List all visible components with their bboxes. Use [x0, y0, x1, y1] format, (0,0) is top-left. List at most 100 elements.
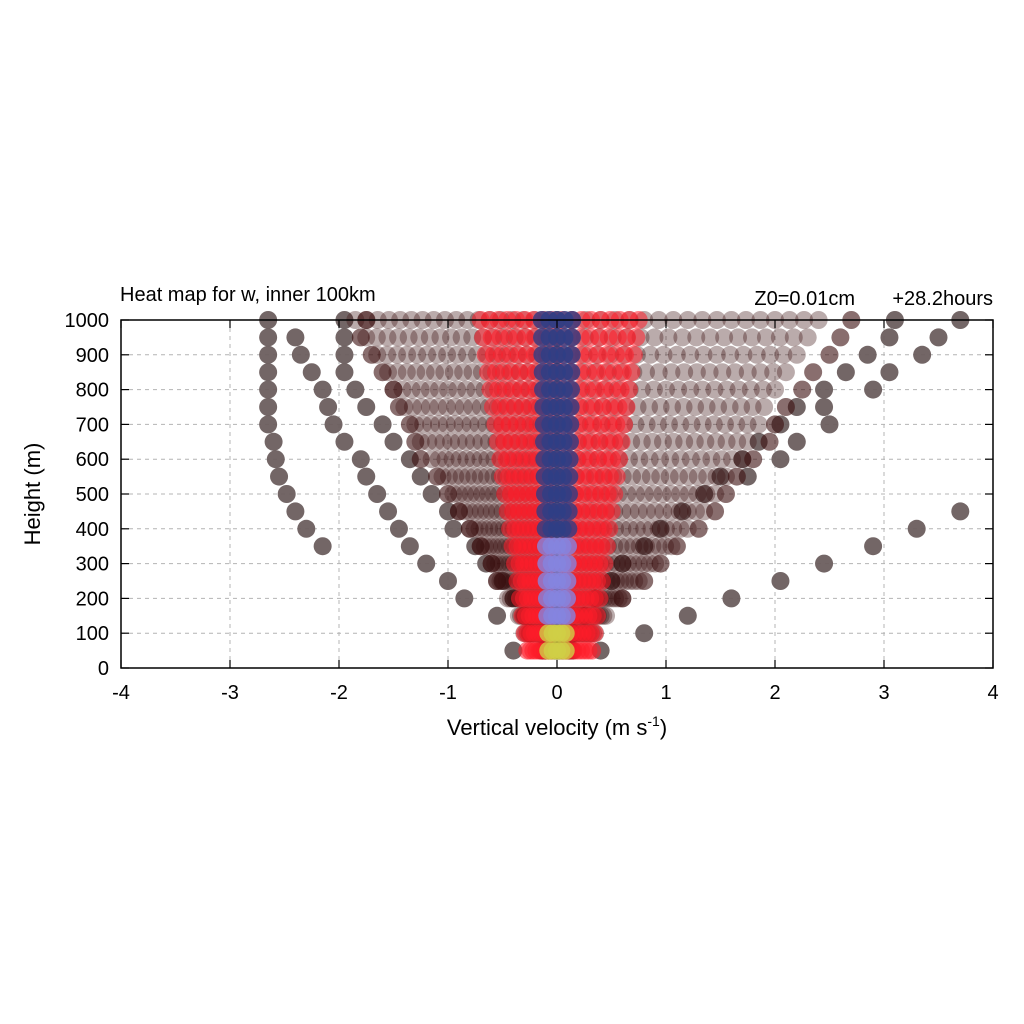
data-point — [449, 432, 468, 451]
data-point — [558, 589, 577, 608]
data-point — [429, 380, 448, 399]
data-point — [471, 467, 490, 486]
data-point — [562, 363, 581, 382]
data-point — [650, 450, 669, 469]
data-point — [393, 380, 412, 399]
data-point — [277, 485, 296, 503]
data-point — [493, 554, 512, 573]
data-point — [417, 554, 436, 573]
data-point — [434, 432, 453, 451]
data-point — [679, 485, 698, 503]
data-point — [471, 502, 490, 521]
x-tick-label: 0 — [551, 682, 562, 704]
data-point — [698, 467, 717, 486]
data-point — [630, 450, 649, 469]
data-point — [649, 363, 668, 382]
data-point — [627, 485, 646, 503]
data-point — [656, 537, 675, 556]
data-point — [605, 485, 624, 503]
data-point — [764, 363, 783, 382]
scatter-points — [259, 311, 970, 660]
data-point — [717, 432, 736, 451]
data-point — [560, 432, 579, 451]
data-point — [453, 415, 472, 434]
data-point — [504, 641, 523, 660]
data-point — [458, 345, 477, 364]
data-point — [662, 363, 681, 382]
y-tick-label: 500 — [76, 484, 109, 506]
data-point — [629, 502, 648, 521]
data-point — [590, 589, 609, 608]
data-point — [743, 398, 762, 416]
data-point — [411, 450, 430, 469]
data-point — [711, 467, 730, 486]
data-point — [444, 363, 463, 382]
data-point — [742, 328, 761, 347]
data-point — [858, 345, 877, 364]
data-point — [480, 519, 499, 538]
data-point — [753, 380, 772, 399]
data-point — [259, 415, 278, 434]
data-point — [761, 345, 780, 364]
data-point — [373, 363, 392, 382]
data-point — [648, 415, 667, 434]
data-point — [929, 328, 948, 347]
data-point — [641, 345, 660, 364]
data-point — [651, 554, 670, 573]
data-point — [357, 467, 376, 486]
data-point — [420, 328, 439, 347]
data-point — [600, 519, 619, 538]
data-point — [687, 328, 706, 347]
y-tick-label: 200 — [76, 588, 109, 610]
data-point — [770, 328, 789, 347]
data-point — [471, 450, 490, 469]
data-point — [733, 450, 752, 469]
data-point — [286, 328, 305, 347]
data-point — [452, 467, 471, 486]
x-tick-label: 3 — [878, 682, 889, 704]
data-point — [313, 537, 332, 556]
data-point — [766, 415, 784, 434]
data-point — [744, 450, 763, 469]
data-point — [815, 380, 834, 399]
data-point — [414, 415, 433, 434]
data-point — [324, 415, 343, 434]
data-point — [820, 415, 839, 434]
data-point — [629, 572, 648, 590]
data-point — [697, 485, 716, 503]
data-point — [771, 572, 790, 590]
data-point — [738, 432, 757, 451]
data-point — [771, 450, 790, 469]
data-point — [470, 519, 489, 538]
data-point — [729, 328, 748, 347]
data-point — [720, 398, 739, 416]
data-point — [446, 467, 465, 486]
data-point — [439, 485, 457, 503]
data-point — [384, 432, 403, 451]
data-point — [681, 380, 700, 399]
data-point — [411, 380, 430, 399]
data-point — [705, 380, 724, 399]
data-point — [411, 467, 430, 486]
data-point — [435, 363, 454, 382]
data-point — [624, 537, 643, 556]
data-point — [378, 345, 397, 364]
data-point — [466, 380, 485, 399]
data-point — [686, 502, 705, 521]
data-point — [595, 554, 614, 573]
data-point — [384, 380, 403, 399]
data-point — [734, 345, 753, 364]
x-tick-label: -4 — [112, 682, 130, 704]
data-point — [632, 432, 651, 451]
data-point — [635, 537, 654, 556]
y-tick-label: 1000 — [65, 310, 110, 332]
data-point — [670, 467, 689, 486]
data-point — [907, 519, 926, 538]
data-point — [776, 363, 795, 382]
data-point — [621, 502, 640, 521]
data-point — [610, 450, 629, 469]
data-point — [951, 502, 970, 521]
data-point — [557, 606, 576, 625]
data-point — [389, 328, 408, 347]
